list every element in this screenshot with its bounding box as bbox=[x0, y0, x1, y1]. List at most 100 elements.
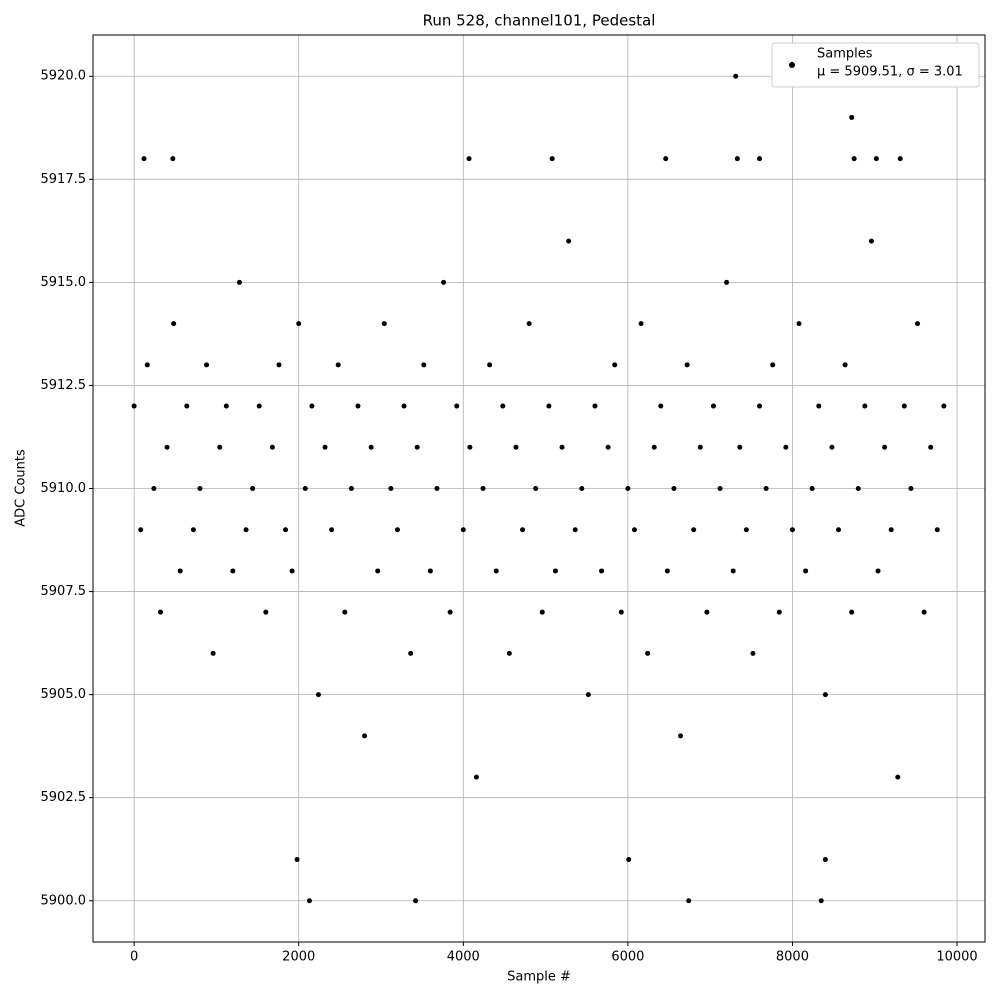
grid bbox=[93, 35, 985, 942]
point bbox=[467, 444, 473, 450]
point bbox=[855, 486, 861, 491]
point bbox=[454, 403, 460, 409]
y-tick-label: 5920.0 bbox=[41, 69, 87, 84]
point bbox=[375, 568, 381, 574]
point bbox=[434, 486, 440, 491]
point bbox=[141, 156, 147, 162]
point bbox=[151, 486, 157, 491]
y-tick-label: 5907.5 bbox=[41, 584, 87, 599]
x-tick-label: 8000 bbox=[776, 950, 809, 965]
point bbox=[625, 486, 631, 491]
point bbox=[559, 444, 565, 450]
point bbox=[678, 733, 684, 739]
point bbox=[868, 238, 874, 244]
point bbox=[441, 279, 447, 285]
point bbox=[171, 321, 177, 327]
point bbox=[895, 774, 901, 780]
point bbox=[210, 650, 216, 656]
point bbox=[549, 156, 555, 162]
point bbox=[500, 403, 506, 409]
x-axis-label: Sample # bbox=[507, 970, 571, 985]
point bbox=[809, 486, 815, 491]
point bbox=[684, 362, 690, 368]
point bbox=[348, 486, 354, 491]
point bbox=[204, 362, 210, 368]
point bbox=[626, 857, 632, 863]
point bbox=[658, 403, 664, 409]
point bbox=[315, 692, 321, 698]
point bbox=[803, 568, 809, 574]
point bbox=[842, 362, 848, 368]
point bbox=[533, 486, 539, 491]
point bbox=[901, 403, 907, 409]
point bbox=[289, 568, 295, 574]
point bbox=[934, 527, 940, 533]
legend-stats: μ = 5909.51, σ = 3.01 bbox=[817, 65, 963, 80]
point bbox=[592, 403, 598, 409]
point bbox=[427, 568, 433, 574]
point bbox=[131, 403, 137, 409]
point bbox=[818, 898, 824, 904]
point bbox=[329, 527, 335, 533]
point bbox=[394, 527, 400, 533]
point bbox=[743, 527, 749, 533]
y-tick-label: 5910.0 bbox=[41, 481, 87, 496]
point bbox=[849, 609, 855, 615]
x-tick-label: 0 bbox=[130, 950, 138, 965]
point bbox=[294, 857, 300, 863]
legend: Samples μ = 5909.51, σ = 3.01 bbox=[771, 42, 980, 88]
point bbox=[638, 321, 644, 327]
point bbox=[776, 609, 782, 615]
y-tick-label: 5917.5 bbox=[41, 172, 87, 187]
point bbox=[480, 486, 486, 491]
legend-box bbox=[771, 42, 980, 88]
point bbox=[851, 156, 857, 162]
point bbox=[882, 444, 888, 450]
point bbox=[263, 609, 269, 615]
point bbox=[757, 403, 763, 409]
point bbox=[566, 238, 572, 244]
point bbox=[572, 527, 578, 533]
point bbox=[757, 156, 763, 162]
point bbox=[763, 486, 769, 491]
point bbox=[322, 444, 328, 450]
point bbox=[283, 527, 289, 533]
point bbox=[184, 403, 190, 409]
point bbox=[612, 362, 618, 368]
point bbox=[733, 73, 739, 79]
point bbox=[526, 321, 532, 327]
point bbox=[651, 444, 657, 450]
point bbox=[585, 692, 591, 698]
point bbox=[750, 650, 756, 656]
x-tick-label: 10000 bbox=[936, 950, 977, 965]
point bbox=[177, 568, 183, 574]
point bbox=[197, 486, 203, 491]
point bbox=[368, 444, 374, 450]
point bbox=[408, 650, 414, 656]
point bbox=[546, 403, 552, 409]
point bbox=[717, 486, 723, 491]
point bbox=[599, 568, 605, 574]
point bbox=[381, 321, 387, 327]
point bbox=[897, 156, 903, 162]
point bbox=[342, 609, 348, 615]
point bbox=[691, 527, 697, 533]
point bbox=[520, 527, 526, 533]
point bbox=[921, 609, 927, 615]
point bbox=[829, 444, 835, 450]
y-tick-label: 5905.0 bbox=[41, 687, 87, 702]
point bbox=[190, 527, 196, 533]
chart-title: Run 528, channel101, Pedestal bbox=[423, 12, 656, 30]
point bbox=[276, 362, 282, 368]
point bbox=[664, 568, 670, 574]
point bbox=[579, 486, 585, 491]
point bbox=[862, 403, 868, 409]
point bbox=[730, 568, 736, 574]
point bbox=[335, 362, 341, 368]
point bbox=[686, 898, 692, 904]
point bbox=[770, 362, 776, 368]
point bbox=[309, 403, 315, 409]
point bbox=[888, 527, 894, 533]
point bbox=[144, 362, 150, 368]
